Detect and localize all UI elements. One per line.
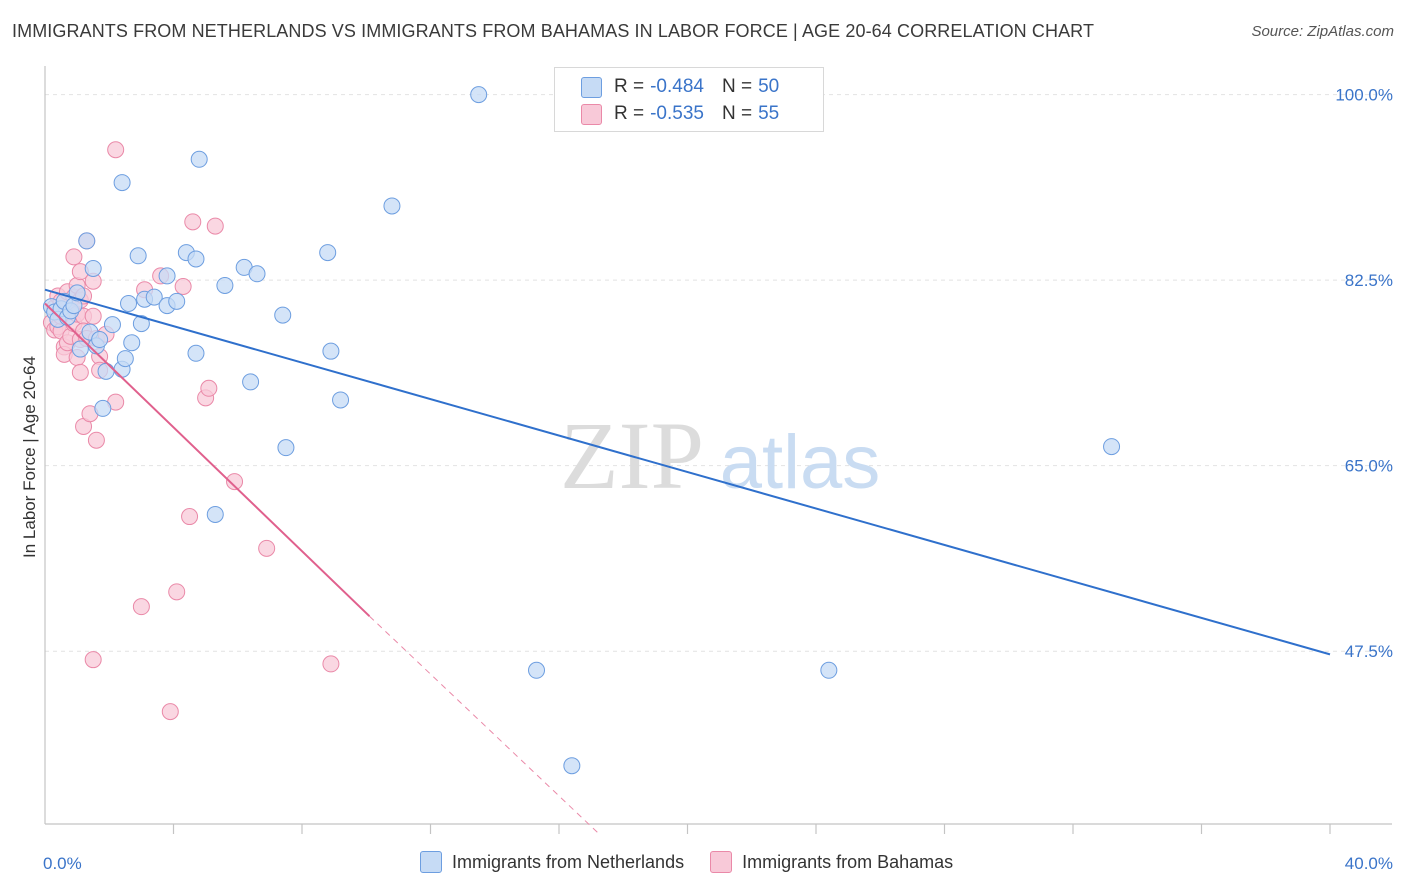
tick-labels: 100.0% 82.5% 65.0% 47.5% 0.0% 40.0% <box>43 86 1393 873</box>
netherlands-r-label: R = <box>614 76 645 97</box>
netherlands-point[interactable] <box>113 174 131 192</box>
netherlands-point[interactable] <box>528 661 546 679</box>
netherlands-point[interactable] <box>158 267 176 285</box>
netherlands-point[interactable] <box>84 259 102 277</box>
x-tick-label: 40.0% <box>1345 854 1393 873</box>
watermark-atlas: atlas <box>720 420 881 505</box>
bahamas-point[interactable] <box>168 583 186 601</box>
legend-item-netherlands[interactable]: Immigrants from Netherlands <box>420 851 684 873</box>
x-tick-label: 0.0% <box>43 854 82 873</box>
netherlands-point[interactable] <box>332 391 350 409</box>
bahamas-swatch <box>581 103 602 125</box>
netherlands-n-value: 50 <box>758 76 780 97</box>
stats-legend: R = -0.484 N = 50 R = -0.535 N = 55 <box>554 67 824 132</box>
bahamas-trend-extension <box>369 615 598 833</box>
netherlands-point[interactable] <box>190 150 208 168</box>
bahamas-n-label: N = <box>721 103 753 124</box>
netherlands-point[interactable] <box>132 315 150 333</box>
gridlines <box>45 94 1392 652</box>
netherlands-point[interactable] <box>470 86 488 104</box>
netherlands-point[interactable] <box>78 232 96 250</box>
netherlands-point[interactable] <box>248 265 266 283</box>
bahamas-point[interactable] <box>226 473 244 491</box>
y-tick-label: 65.0% <box>1345 457 1393 476</box>
bahamas-point[interactable] <box>132 598 150 616</box>
netherlands-point[interactable] <box>94 399 112 417</box>
bahamas-point[interactable] <box>87 431 105 449</box>
netherlands-point[interactable] <box>120 294 138 312</box>
bahamas-point[interactable] <box>258 539 276 557</box>
bahamas-n-value: 55 <box>758 103 780 124</box>
netherlands-point[interactable] <box>277 439 295 457</box>
netherlands-point[interactable] <box>820 661 838 679</box>
bahamas-r-label: R = <box>614 103 645 124</box>
stats-row-bahamas: R = -0.535 N = 55 <box>555 103 779 125</box>
bahamas-points <box>42 141 340 721</box>
netherlands-legend-label: Immigrants from Netherlands <box>452 851 685 872</box>
legend-item-bahamas[interactable]: Immigrants from Bahamas <box>710 851 953 873</box>
netherlands-point[interactable] <box>206 505 224 523</box>
axes <box>44 66 1392 834</box>
bahamas-point[interactable] <box>181 508 199 526</box>
netherlands-points <box>42 86 1121 775</box>
netherlands-point[interactable] <box>563 757 581 775</box>
netherlands-n-label: N = <box>721 76 753 97</box>
netherlands-point[interactable] <box>71 340 89 358</box>
bahamas-point[interactable] <box>71 363 89 381</box>
netherlands-point[interactable] <box>168 292 186 310</box>
trend-lines <box>44 288 1331 833</box>
bahamas-point[interactable] <box>322 655 340 673</box>
netherlands-point[interactable] <box>103 316 121 334</box>
netherlands-point[interactable] <box>383 197 401 215</box>
bahamas-trend-line <box>44 302 371 617</box>
bahamas-legend-label: Immigrants from Bahamas <box>742 851 954 872</box>
netherlands-point[interactable] <box>187 250 205 268</box>
bahamas-legend-swatch <box>710 851 733 873</box>
netherlands-point[interactable] <box>97 362 115 380</box>
netherlands-point[interactable] <box>145 288 163 306</box>
netherlands-r-value: -0.484 <box>650 76 704 97</box>
bottom-legend: Immigrants from Netherlands Immigrants f… <box>420 851 953 873</box>
netherlands-point[interactable] <box>322 342 340 360</box>
watermark: ZIP atlas <box>560 402 880 509</box>
y-tick-label: 100.0% <box>1335 86 1393 105</box>
bahamas-r-value: -0.535 <box>650 103 704 124</box>
netherlands-point[interactable] <box>1103 438 1121 456</box>
netherlands-point[interactable] <box>242 373 260 391</box>
netherlands-trend-line <box>44 288 1331 656</box>
netherlands-swatch <box>581 76 602 98</box>
bahamas-point[interactable] <box>200 379 218 397</box>
bahamas-point[interactable] <box>174 278 192 296</box>
y-axis-label: In Labor Force | Age 20-64 <box>20 356 39 558</box>
chart-title: IMMIGRANTS FROM NETHERLANDS VS IMMIGRANT… <box>12 21 1095 41</box>
netherlands-point[interactable] <box>91 331 109 349</box>
bahamas-point[interactable] <box>107 141 125 159</box>
y-tick-label: 82.5% <box>1345 271 1393 290</box>
netherlands-point[interactable] <box>319 244 337 262</box>
netherlands-point[interactable] <box>216 276 234 294</box>
netherlands-point[interactable] <box>187 344 205 362</box>
bahamas-point[interactable] <box>65 248 83 266</box>
netherlands-legend-swatch <box>420 851 442 873</box>
bahamas-point[interactable] <box>84 651 102 669</box>
bahamas-point[interactable] <box>84 307 102 325</box>
bahamas-point[interactable] <box>206 217 224 235</box>
netherlands-point[interactable] <box>116 350 134 368</box>
source-label[interactable]: Source: ZipAtlas.com <box>1251 23 1394 40</box>
bahamas-point[interactable] <box>184 213 202 231</box>
stats-row-netherlands: R = -0.484 N = 50 <box>555 76 779 98</box>
netherlands-point[interactable] <box>123 334 141 352</box>
y-tick-label: 47.5% <box>1345 642 1393 661</box>
bahamas-point[interactable] <box>161 703 179 721</box>
netherlands-point[interactable] <box>274 306 292 324</box>
netherlands-point[interactable] <box>129 247 147 265</box>
